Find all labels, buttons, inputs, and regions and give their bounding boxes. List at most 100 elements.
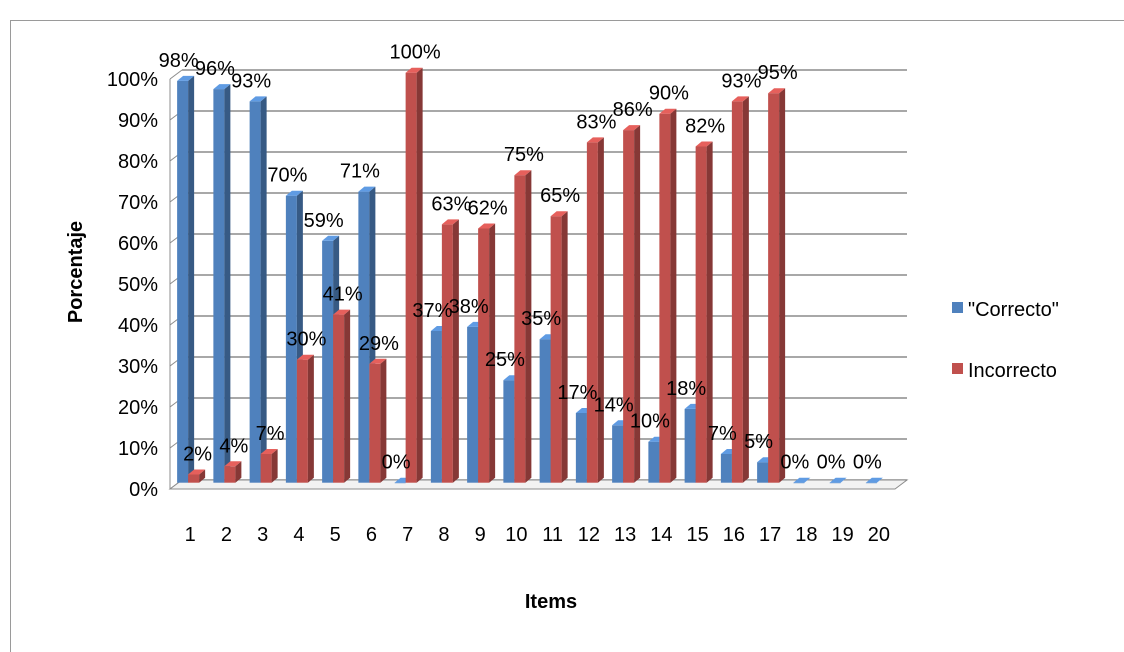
data-label: 38% bbox=[449, 296, 489, 318]
bar-correcto bbox=[249, 96, 267, 483]
data-label: 96% bbox=[195, 58, 235, 80]
x-tick-label: 6 bbox=[366, 524, 377, 546]
bar-incorrecto bbox=[623, 125, 641, 483]
x-tick-label: 4 bbox=[293, 524, 304, 546]
x-axis-title: Items bbox=[525, 591, 577, 613]
x-tick-label: 17 bbox=[759, 524, 781, 546]
data-label: 70% bbox=[267, 165, 307, 187]
data-label: 98% bbox=[159, 50, 199, 72]
legend-swatch-incorrecto bbox=[952, 363, 963, 374]
data-label: 17% bbox=[557, 382, 597, 404]
bar-incorrecto bbox=[188, 469, 206, 483]
x-tick-label: 5 bbox=[330, 524, 341, 546]
y-tick-label: 20% bbox=[118, 397, 158, 419]
y-tick-label: 80% bbox=[118, 151, 158, 173]
x-axis-ticks: 1 2 3 4 5 6 7 8 9 10 11 12 13 14 15 16 17 18 19 20 bbox=[185, 524, 890, 546]
y-tick-label: 70% bbox=[118, 192, 158, 214]
data-label: 71% bbox=[340, 161, 380, 183]
data-label: 65% bbox=[540, 185, 580, 207]
x-tick-label: 16 bbox=[723, 524, 745, 546]
data-label: 18% bbox=[666, 378, 706, 400]
x-tick-label: 13 bbox=[614, 524, 636, 546]
data-label: 62% bbox=[468, 198, 508, 220]
bar-incorrecto bbox=[586, 137, 604, 483]
x-tick-label: 1 bbox=[185, 524, 196, 546]
data-label: 25% bbox=[485, 349, 525, 371]
bar-incorrecto bbox=[550, 211, 568, 483]
data-label: 0% bbox=[382, 452, 411, 474]
legend-swatch-correcto bbox=[952, 302, 963, 313]
bar-correcto bbox=[793, 477, 811, 484]
x-tick-label: 9 bbox=[475, 524, 486, 546]
data-label: 37% bbox=[412, 300, 452, 322]
x-tick-label: 10 bbox=[505, 524, 527, 546]
bar-incorrecto bbox=[514, 170, 532, 483]
x-tick-label: 8 bbox=[438, 524, 449, 546]
bar-incorrecto bbox=[224, 461, 242, 483]
y-tick-label: 90% bbox=[118, 110, 158, 132]
bar-incorrecto bbox=[296, 354, 314, 483]
bar-correcto bbox=[213, 84, 231, 483]
x-tick-label: 15 bbox=[687, 524, 709, 546]
x-tick-label: 12 bbox=[578, 524, 600, 546]
bar-incorrecto bbox=[478, 223, 496, 483]
data-label: 59% bbox=[304, 210, 344, 232]
data-label: 100% bbox=[390, 42, 441, 64]
bar-incorrecto bbox=[369, 358, 387, 483]
data-label: 82% bbox=[685, 116, 725, 138]
bar-incorrecto bbox=[731, 96, 749, 483]
data-label: 93% bbox=[231, 70, 271, 92]
data-label: 7% bbox=[256, 423, 285, 445]
x-tick-label: 20 bbox=[868, 524, 890, 546]
bar-incorrecto bbox=[441, 219, 459, 483]
x-tick-label: 11 bbox=[542, 524, 563, 546]
data-label: 90% bbox=[649, 83, 689, 105]
x-tick-label: 19 bbox=[832, 524, 854, 546]
data-label: 0% bbox=[780, 452, 809, 474]
data-label: 7% bbox=[708, 423, 737, 445]
data-label: 41% bbox=[323, 284, 363, 306]
legend: "Correcto" Incorrecto bbox=[952, 299, 1059, 382]
y-tick-label: 30% bbox=[118, 356, 158, 378]
x-tick-label: 7 bbox=[402, 524, 413, 546]
bar-incorrecto bbox=[768, 88, 786, 483]
bar-correcto bbox=[865, 477, 883, 484]
y-tick-label: 10% bbox=[118, 438, 158, 460]
bar-incorrecto bbox=[695, 141, 713, 483]
y-tick-label: 100% bbox=[107, 69, 158, 91]
data-label: 10% bbox=[630, 411, 670, 433]
data-label: 30% bbox=[286, 329, 326, 351]
data-label: 63% bbox=[431, 193, 471, 215]
data-label: 0% bbox=[817, 452, 846, 474]
x-tick-label: 18 bbox=[795, 524, 817, 546]
data-label: 95% bbox=[758, 62, 798, 84]
bar-incorrecto bbox=[659, 108, 677, 483]
x-tick-label: 3 bbox=[257, 524, 268, 546]
data-label: 35% bbox=[521, 308, 561, 330]
y-axis-ticks: 0% 10% 20% 30% 40% 50% 60% 70% 80% 90% 100% bbox=[107, 69, 158, 501]
data-label: 83% bbox=[576, 111, 616, 133]
bar-incorrecto bbox=[405, 67, 423, 483]
bar-correcto bbox=[829, 477, 847, 484]
legend-label-correcto: "Correcto" bbox=[968, 299, 1059, 321]
bar-incorrecto bbox=[333, 309, 351, 483]
y-tick-label: 40% bbox=[118, 315, 158, 337]
y-tick-label: 60% bbox=[118, 233, 158, 255]
x-tick-label: 14 bbox=[650, 524, 672, 546]
x-tick-label: 2 bbox=[221, 524, 232, 546]
gridline-depth bbox=[169, 69, 183, 80]
data-label: 4% bbox=[219, 435, 248, 457]
data-label: 14% bbox=[594, 394, 634, 416]
data-label: 93% bbox=[721, 70, 761, 92]
data-labels: 98% 2% 96% 4% 93% 7% 70% 30% 59% 41% 71% 29% 0% 100% 3… bbox=[159, 42, 882, 474]
data-label: 0% bbox=[853, 452, 882, 474]
y-tick-label: 0% bbox=[129, 479, 158, 501]
bar-incorrecto bbox=[260, 449, 278, 483]
data-label: 75% bbox=[504, 144, 544, 166]
bars bbox=[177, 67, 883, 484]
data-label: 86% bbox=[613, 99, 653, 121]
bar-correcto bbox=[177, 75, 195, 483]
data-label: 5% bbox=[744, 431, 773, 453]
legend-label-incorrecto: Incorrecto bbox=[968, 360, 1057, 382]
